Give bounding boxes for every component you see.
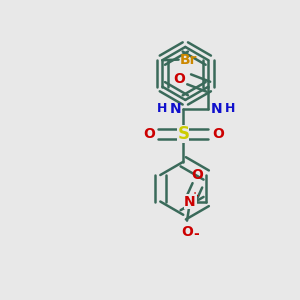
Text: O: O (181, 225, 193, 239)
Text: O: O (212, 127, 224, 141)
Text: N: N (184, 194, 196, 208)
Text: H: H (224, 102, 235, 115)
Text: H: H (157, 102, 167, 115)
Text: -: - (194, 226, 199, 241)
Text: S: S (177, 125, 189, 143)
Text: +: + (191, 191, 200, 201)
Text: O: O (191, 168, 203, 182)
Text: O: O (174, 72, 186, 86)
Text: O: O (143, 127, 155, 141)
Text: N: N (169, 102, 181, 116)
Text: Br: Br (180, 52, 198, 67)
Text: N: N (211, 102, 222, 116)
